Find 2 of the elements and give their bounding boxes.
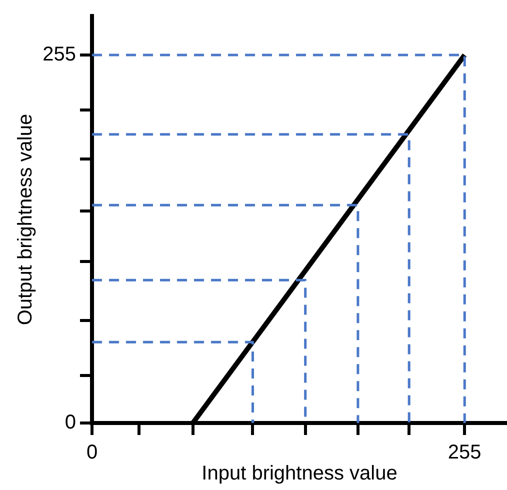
x-axis-title: Input brightness value — [202, 462, 398, 485]
y-axis-title: Output brightness value — [14, 114, 37, 326]
